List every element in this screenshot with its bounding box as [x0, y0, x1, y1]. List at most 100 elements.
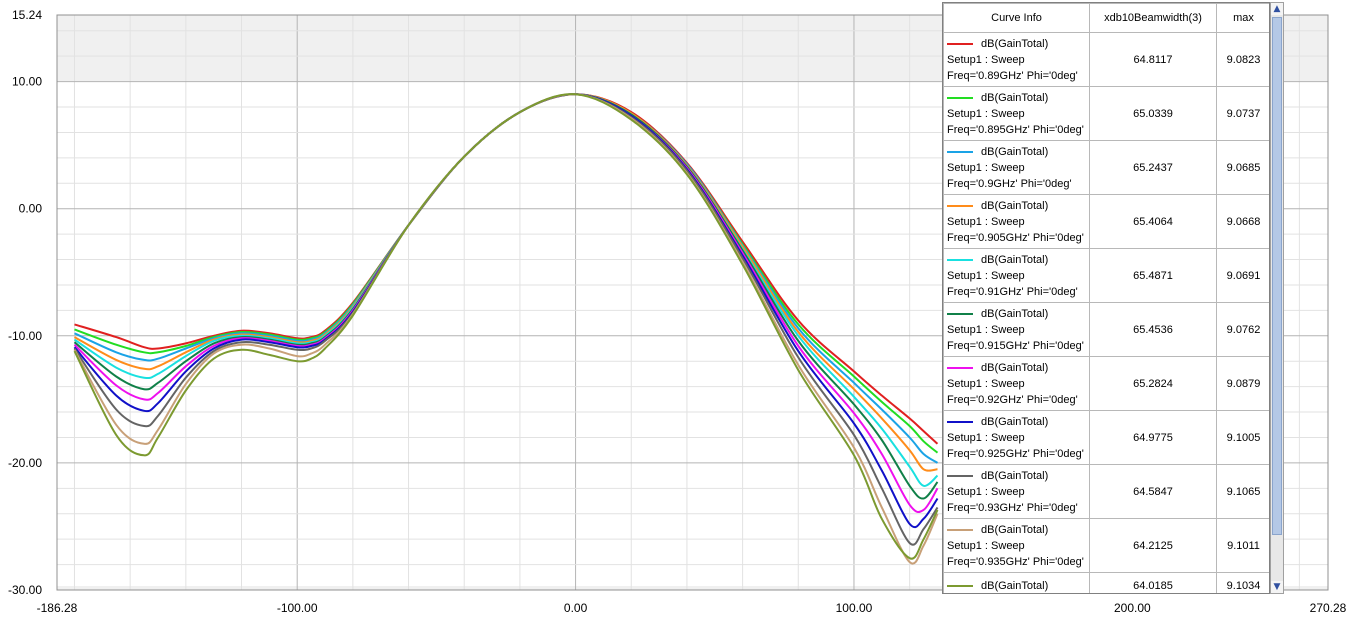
x-tick-label: 270.28 [1310, 601, 1347, 615]
y-tick-label: 15.24 [12, 8, 42, 22]
legend-row[interactable]: dB(GainTotal) Setup1 : Sweep Freq='0.895GH… [943, 86, 1269, 141]
max-value: 9.0737 [1216, 86, 1269, 141]
curve-info-cell: dB(GainTotal) Setup1 : Sweep Freq='0.905GH… [943, 194, 1090, 249]
y-tick-label: -30.00 [8, 583, 42, 597]
legend-row[interactable]: dB(GainTotal) Setup1 : Sweep Freq='0.925GH… [943, 410, 1269, 465]
curve-expression: dB(GainTotal) [981, 253, 1049, 266]
beamwidth-value: 64.2125 [1089, 518, 1217, 573]
legend-row[interactable]: dB(GainTotal) Setup1 : Sweep Freq='0.89GHz… [943, 32, 1269, 87]
header-beamwidth[interactable]: xdb10Beamwidth(3) [1089, 3, 1217, 33]
curve-setup: Setup1 : Sweep [947, 215, 1025, 228]
legend-row[interactable]: dB(GainTotal) Setup1 : Sweep Freq='0.915GH… [943, 302, 1269, 357]
max-value: 9.0685 [1216, 140, 1269, 195]
header-max[interactable]: max [1216, 3, 1269, 33]
beamwidth-value: 65.4871 [1089, 248, 1217, 303]
legend-row[interactable]: dB(GainTotal) Setup1 : Sweep Freq='0.935GH… [943, 518, 1269, 573]
max-value: 9.1065 [1216, 464, 1269, 519]
beamwidth-value: 64.0185 [1089, 572, 1217, 593]
curve-variation: Freq='0.92GHz' Phi='0deg' [947, 393, 1078, 406]
legend-row[interactable]: dB(GainTotal) Setup1 : Sweep Freq='0.9GHz'… [943, 140, 1269, 195]
curve-variation: Freq='0.935GHz' Phi='0deg' [947, 555, 1084, 568]
legend-row[interactable]: dB(GainTotal) Setup1 : Sweep Freq='0.92GHz… [943, 356, 1269, 411]
max-value: 9.1011 [1216, 518, 1269, 573]
beamwidth-value: 64.9775 [1089, 410, 1217, 465]
curve-info-cell: dB(GainTotal) [943, 572, 1090, 593]
curve-variation: Freq='0.89GHz' Phi='0deg' [947, 69, 1078, 82]
curve-setup: Setup1 : Sweep [947, 107, 1025, 120]
curve-setup: Setup1 : Sweep [947, 161, 1025, 174]
curve-setup: Setup1 : Sweep [947, 539, 1025, 552]
max-value: 9.1005 [1216, 410, 1269, 465]
header-curve-info[interactable]: Curve Info [943, 3, 1090, 33]
curve-color-swatch [947, 585, 973, 588]
curve-expression: dB(GainTotal) [981, 415, 1049, 428]
legend-row[interactable]: dB(GainTotal) Setup1 : Sweep Freq='0.91GHz… [943, 248, 1269, 303]
curve-color-swatch [947, 150, 973, 153]
curve-variation: Freq='0.91GHz' Phi='0deg' [947, 285, 1078, 298]
y-tick-label: 0.00 [19, 202, 43, 216]
curve-color-swatch [947, 528, 973, 531]
curve-variation: Freq='0.915GHz' Phi='0deg' [947, 339, 1084, 352]
curve-setup: Setup1 : Sweep [947, 53, 1025, 66]
curve-color-swatch [947, 420, 973, 423]
curve-expression: dB(GainTotal) [981, 580, 1049, 592]
curve-info-table: Curve Info xdb10Beamwidth(3) max dB(Gain… [943, 3, 1269, 593]
curve-setup: Setup1 : Sweep [947, 485, 1025, 498]
curve-setup: Setup1 : Sweep [947, 377, 1025, 390]
y-tick-label: -10.00 [8, 329, 42, 343]
curve-info-cell: dB(GainTotal) Setup1 : Sweep Freq='0.93GHz… [943, 464, 1090, 519]
series-line-0.94GHz [73, 93, 939, 560]
y-tick-label: 10.00 [12, 75, 42, 89]
curve-color-swatch [947, 366, 973, 369]
curve-color-swatch [947, 96, 973, 99]
curve-expression: dB(GainTotal) [981, 361, 1049, 374]
curve-color-swatch [947, 474, 973, 477]
curve-variation: Freq='0.895GHz' Phi='0deg' [947, 123, 1084, 136]
legend-row[interactable]: dB(GainTotal) 64.0185 9.1034 [943, 572, 1269, 593]
curve-expression: dB(GainTotal) [981, 145, 1049, 158]
beamwidth-value: 64.5847 [1089, 464, 1217, 519]
curve-variation: Freq='0.93GHz' Phi='0deg' [947, 501, 1078, 514]
max-value: 9.0691 [1216, 248, 1269, 303]
scroll-up-icon[interactable]: ▲ [1271, 3, 1283, 15]
beamwidth-value: 65.2437 [1089, 140, 1217, 195]
curve-expression: dB(GainTotal) [981, 199, 1049, 212]
max-value: 9.1034 [1216, 572, 1269, 593]
curve-info-cell: dB(GainTotal) Setup1 : Sweep Freq='0.89GHz… [943, 32, 1090, 87]
curve-expression: dB(GainTotal) [981, 37, 1049, 50]
legend-header-row: Curve Info xdb10Beamwidth(3) max [943, 3, 1269, 33]
max-value: 9.0668 [1216, 194, 1269, 249]
legend-row[interactable]: dB(GainTotal) Setup1 : Sweep Freq='0.93GHz… [943, 464, 1269, 519]
y-tick-label: -20.00 [8, 456, 42, 470]
max-value: 9.0823 [1216, 32, 1269, 87]
scrollbar-thumb[interactable] [1272, 17, 1282, 535]
max-value: 9.0762 [1216, 302, 1269, 357]
curve-info-cell: dB(GainTotal) Setup1 : Sweep Freq='0.935GH… [943, 518, 1090, 573]
plot-border [56, 14, 1329, 591]
curve-info-cell: dB(GainTotal) Setup1 : Sweep Freq='0.895GH… [943, 86, 1090, 141]
shaded-region [57, 586, 1328, 590]
x-tick-label: 0.00 [564, 601, 588, 615]
x-tick-label: -186.28 [37, 601, 78, 615]
curve-color-swatch [947, 42, 973, 45]
legend-row[interactable]: dB(GainTotal) Setup1 : Sweep Freq='0.905GH… [943, 194, 1269, 249]
x-tick-label: 200.00 [1114, 601, 1151, 615]
curve-variation: Freq='0.9GHz' Phi='0deg' [947, 177, 1072, 190]
curve-info-cell: dB(GainTotal) Setup1 : Sweep Freq='0.915GH… [943, 302, 1090, 357]
curve-expression: dB(GainTotal) [981, 469, 1049, 482]
beamwidth-value: 65.4536 [1089, 302, 1217, 357]
max-value: 9.0879 [1216, 356, 1269, 411]
curve-setup: Setup1 : Sweep [947, 269, 1025, 282]
beamwidth-value: 65.4064 [1089, 194, 1217, 249]
curve-info-cell: dB(GainTotal) Setup1 : Sweep Freq='0.92GHz… [943, 356, 1090, 411]
curve-setup: Setup1 : Sweep [947, 323, 1025, 336]
curve-setup: Setup1 : Sweep [947, 431, 1025, 444]
scroll-down-icon[interactable]: ▼ [1271, 581, 1283, 593]
beamwidth-value: 65.0339 [1089, 86, 1217, 141]
x-tick-label: 100.00 [836, 601, 873, 615]
legend-scrollbar[interactable]: ▲ ▼ [1270, 2, 1284, 594]
curve-info-legend[interactable]: Curve Info xdb10Beamwidth(3) max dB(Gain… [942, 2, 1270, 594]
curve-info-cell: dB(GainTotal) Setup1 : Sweep Freq='0.925GH… [943, 410, 1090, 465]
curve-variation: Freq='0.905GHz' Phi='0deg' [947, 231, 1084, 244]
curve-expression: dB(GainTotal) [981, 523, 1049, 536]
